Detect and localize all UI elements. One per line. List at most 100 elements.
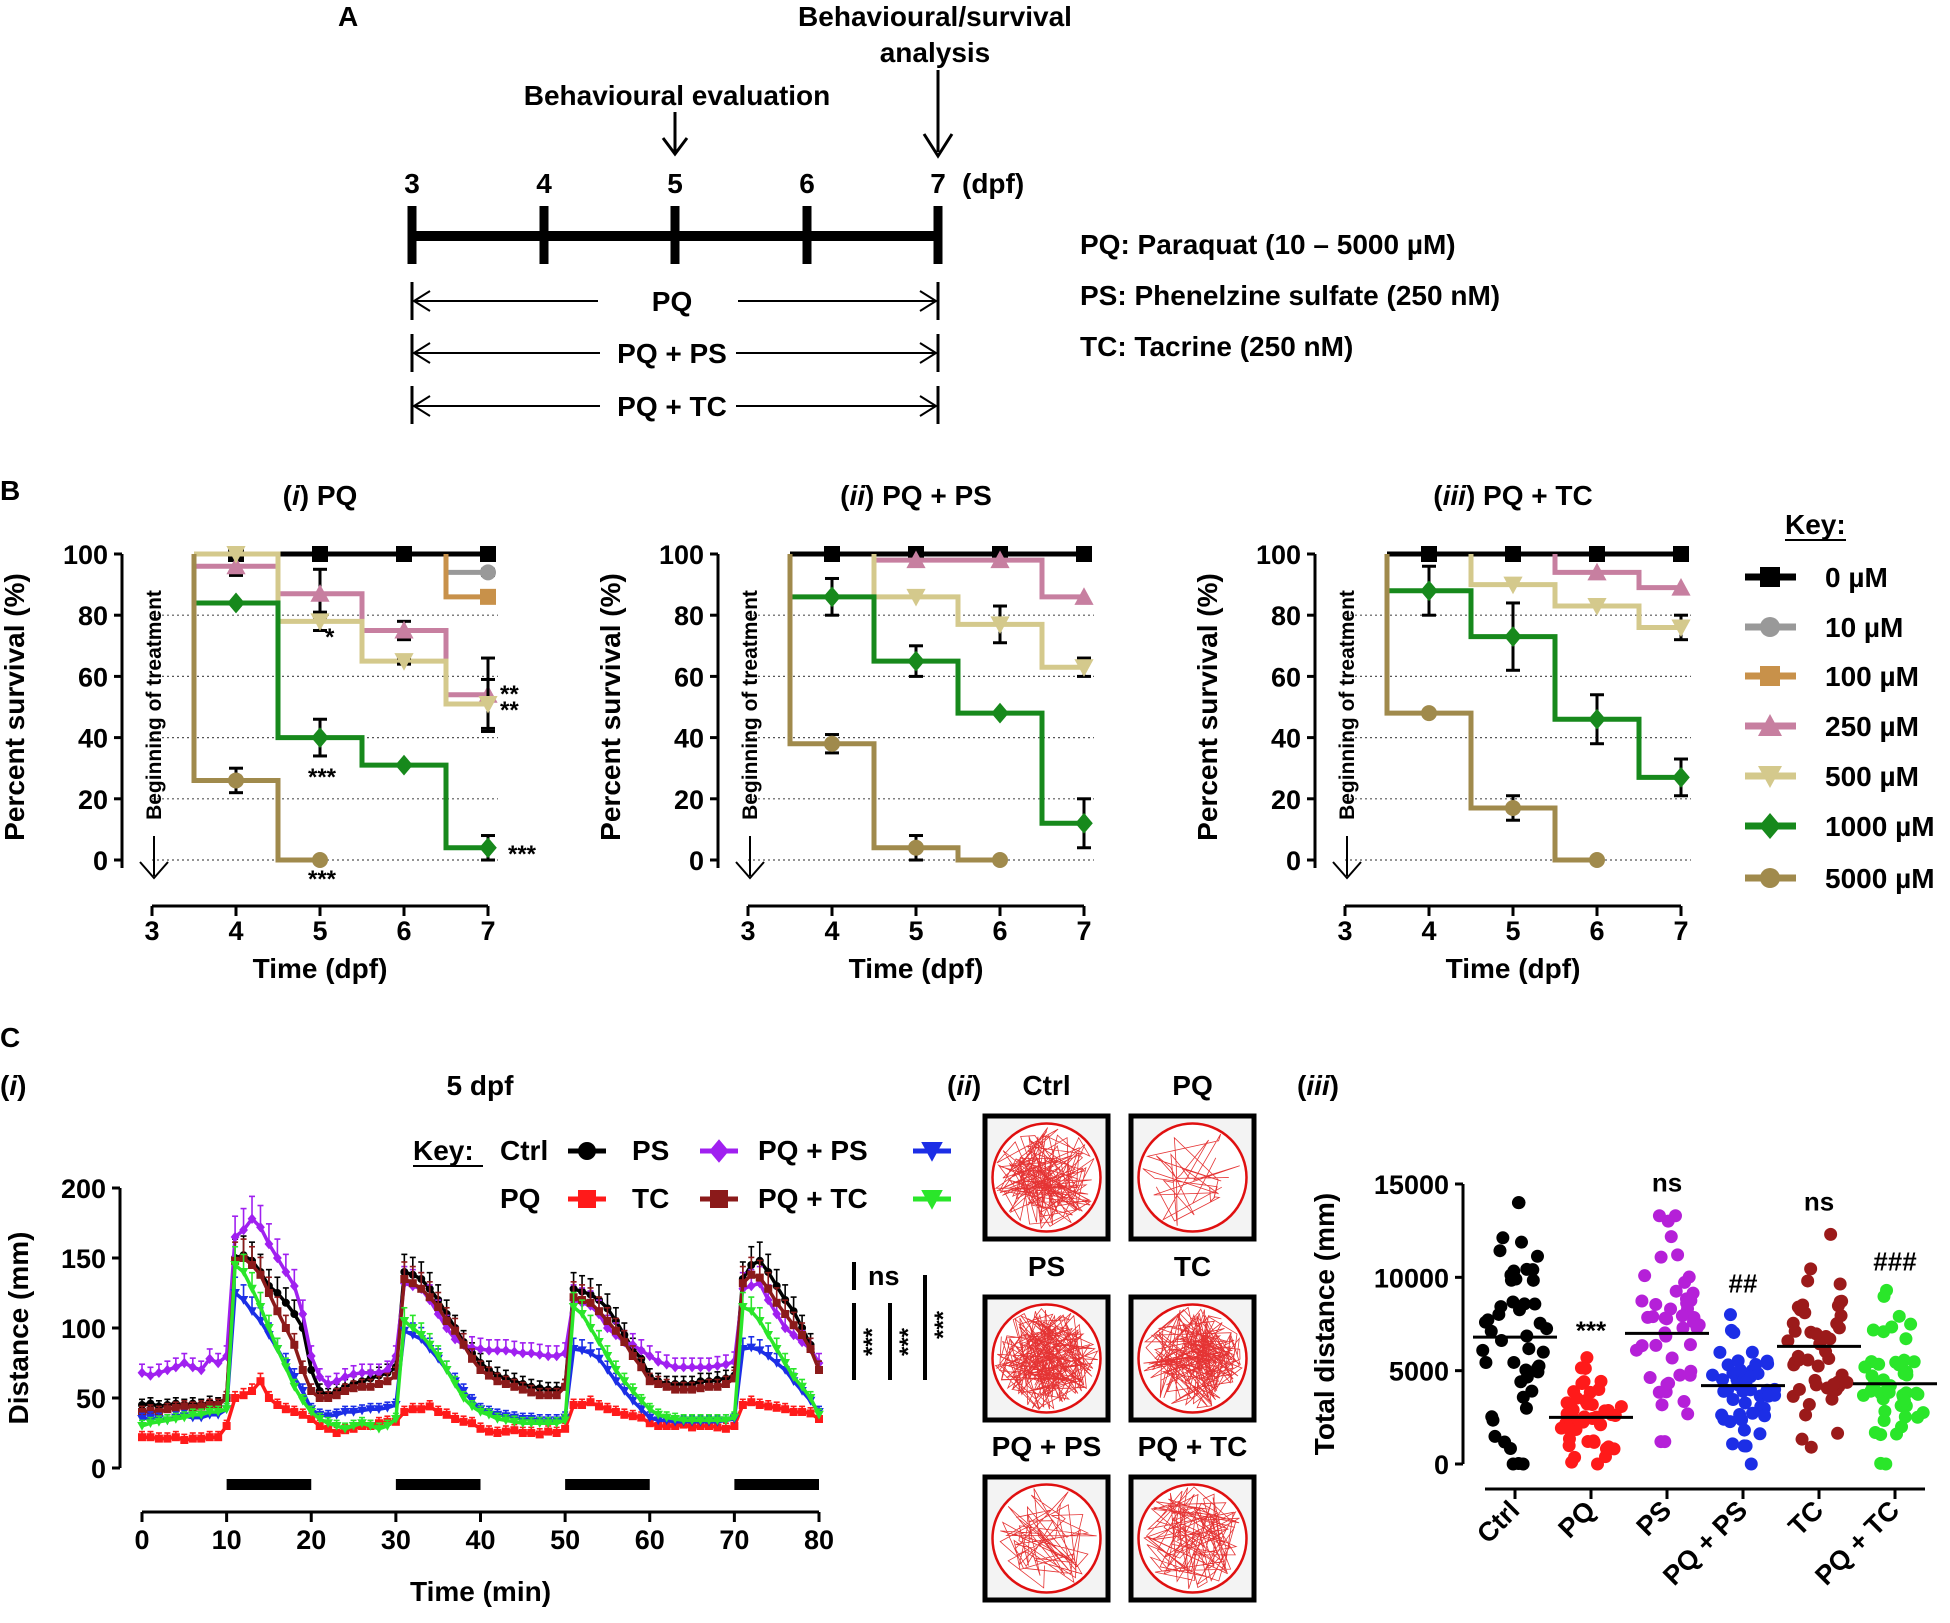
data-point: [146, 1370, 155, 1381]
data-point: [434, 1408, 443, 1416]
data-point: [561, 1382, 570, 1391]
data-point: [789, 1329, 799, 1341]
y-tick-label: 60: [78, 662, 108, 692]
data-point: [171, 1433, 180, 1442]
legend-marker: [710, 1190, 728, 1208]
survival-step-line: [871, 554, 1084, 670]
data-point: [239, 1391, 248, 1400]
data-point: [341, 1387, 350, 1395]
data-point: [146, 1406, 155, 1415]
survival-step-line: [787, 554, 1000, 863]
panel-title: (i): [0, 1070, 26, 1101]
data-point: [594, 1307, 603, 1316]
data-point: [459, 1417, 468, 1426]
data-point: [772, 1403, 781, 1412]
data-point: [307, 1366, 316, 1374]
data-point: [247, 1284, 257, 1294]
x-tick-label: 5: [312, 916, 327, 946]
y-tick-label: 80: [674, 601, 704, 631]
data-point: [374, 1380, 383, 1388]
data-point: [348, 1408, 359, 1417]
scatter-point: [1580, 1351, 1594, 1365]
scatter-point: [1721, 1383, 1735, 1397]
y-tick-label: 100: [61, 1314, 106, 1344]
data-point: [1587, 598, 1607, 616]
data-point: [806, 1345, 815, 1353]
scatter-point: [1514, 1235, 1528, 1249]
data-point: [417, 1284, 426, 1293]
data-point: [138, 1433, 146, 1442]
data-point: [771, 1345, 782, 1354]
scatter-point: [1654, 1250, 1668, 1264]
scatter-point: [1514, 1375, 1528, 1389]
data-point: [510, 1426, 519, 1435]
data-point: [408, 1279, 417, 1288]
data-point: [1505, 799, 1521, 816]
data-point: [1421, 705, 1437, 722]
legend-marker: [578, 1142, 596, 1160]
treatment-label: PQ + PS: [617, 338, 727, 369]
x-tick-label: 5: [908, 916, 923, 946]
data-point: [645, 1350, 655, 1362]
scatter-point: [1592, 1383, 1606, 1397]
y-tick-label: 40: [1271, 724, 1301, 754]
y-tick-label: 0: [1286, 846, 1301, 876]
data-point: [602, 1352, 613, 1361]
data-point: [585, 1324, 596, 1333]
arrowhead-icon: [139, 861, 169, 880]
x-axis-label: Time (dpf): [1446, 953, 1581, 984]
data-point: [501, 1380, 510, 1388]
data-point: [255, 1317, 266, 1326]
data-point: [366, 1382, 375, 1391]
data-point: [478, 695, 498, 714]
data-point: [214, 1433, 223, 1442]
data-point: [480, 564, 496, 581]
scatter-point: [1658, 1435, 1672, 1449]
data-point: [163, 1405, 172, 1414]
data-point: [636, 1345, 646, 1356]
scatter-point: [1660, 1312, 1674, 1326]
key-label: 0 µM: [1825, 562, 1888, 593]
data-point: [238, 1268, 249, 1277]
data-point: [289, 1373, 300, 1382]
y-tick-label: 60: [1271, 662, 1301, 692]
data-point: [586, 1398, 595, 1407]
scatter-point: [1690, 1321, 1704, 1335]
data-point: [906, 550, 926, 569]
track-label: PS: [1028, 1251, 1065, 1282]
data-point: [789, 1321, 798, 1330]
scatter-point: [1533, 1316, 1547, 1330]
significance-marker: ***: [1576, 1316, 1607, 1346]
scatter-point: [1738, 1396, 1752, 1410]
scatter-point: [1560, 1396, 1574, 1410]
data-point: [256, 1222, 265, 1233]
data-point: [281, 1266, 291, 1278]
data-point: [205, 1401, 214, 1409]
data-point: [551, 1419, 562, 1428]
data-point: [451, 1326, 460, 1335]
scatter-point: [1760, 1354, 1774, 1368]
stat-label: ***: [859, 1327, 886, 1356]
data-point: [311, 727, 329, 748]
scatter-point: [1724, 1323, 1738, 1337]
significance-marker: ***: [308, 764, 337, 791]
data-point: [281, 1363, 291, 1372]
data-point: [619, 1387, 630, 1396]
y-tick-label: 20: [1271, 785, 1301, 815]
data-point: [290, 1408, 299, 1416]
scatter-point: [1758, 1409, 1772, 1423]
treatment-span-pq-tc: PQ + TC: [410, 386, 940, 424]
data-point: [544, 1391, 553, 1400]
data-point: [730, 1374, 739, 1383]
data-point: [408, 1405, 417, 1414]
panel-title: (ii): [947, 1070, 981, 1101]
y-tick-label: 0: [91, 1454, 106, 1484]
y-tick-label: 50: [76, 1384, 106, 1414]
data-point: [527, 1388, 536, 1397]
swim-track: [1142, 1133, 1240, 1226]
data-point: [696, 1362, 705, 1373]
swim-track: [999, 1488, 1097, 1589]
data-point: [1671, 619, 1691, 638]
arrowhead-icon: [1332, 861, 1362, 880]
data-point: [1503, 576, 1523, 595]
